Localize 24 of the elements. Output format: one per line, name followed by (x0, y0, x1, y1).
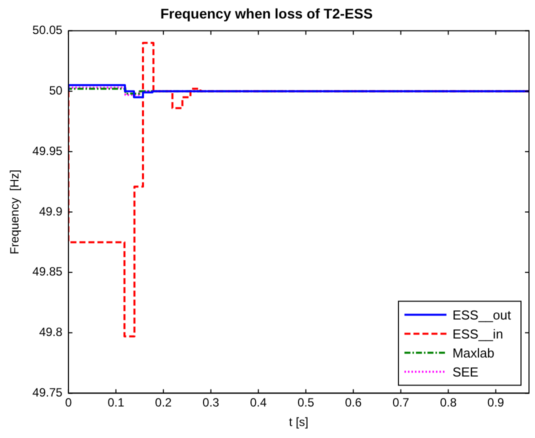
y-tick-label: 49.75 (32, 386, 63, 400)
legend-label: ESS__out (452, 307, 512, 322)
y-axis-title: Frequency [Hz] (8, 170, 22, 254)
x-tick-label: 0.5 (297, 396, 314, 410)
legend-label: SEE (452, 364, 479, 380)
y-tick-label: 49.85 (32, 264, 63, 279)
y-tick-label: 49.8 (39, 325, 63, 340)
x-tick-label: 0.6 (344, 396, 362, 410)
y-tick-label: 50.05 (32, 23, 63, 38)
x-tick-label: 0.1 (108, 396, 125, 410)
x-tick-label: 0 (65, 396, 72, 410)
x-axis-title: t [s] (289, 415, 308, 430)
x-tick-label: 0.9 (487, 396, 504, 410)
x-tick-label: 0.3 (202, 396, 220, 410)
x-tick-label: 0.4 (250, 396, 268, 410)
y-tick-label: 49.9 (39, 204, 63, 218)
legend-label: ESS__in (452, 326, 504, 342)
y-tick-label: 50 (49, 84, 63, 98)
x-tick-label: 0.8 (440, 396, 457, 410)
x-tick-label: 0.7 (392, 396, 410, 410)
chart-title: Frequency when loss of T2-ESS (160, 5, 373, 22)
y-tick-label: 49.95 (32, 144, 63, 158)
x-tick-label: 0.2 (155, 396, 172, 410)
legend-label: Maxlab (452, 345, 494, 360)
